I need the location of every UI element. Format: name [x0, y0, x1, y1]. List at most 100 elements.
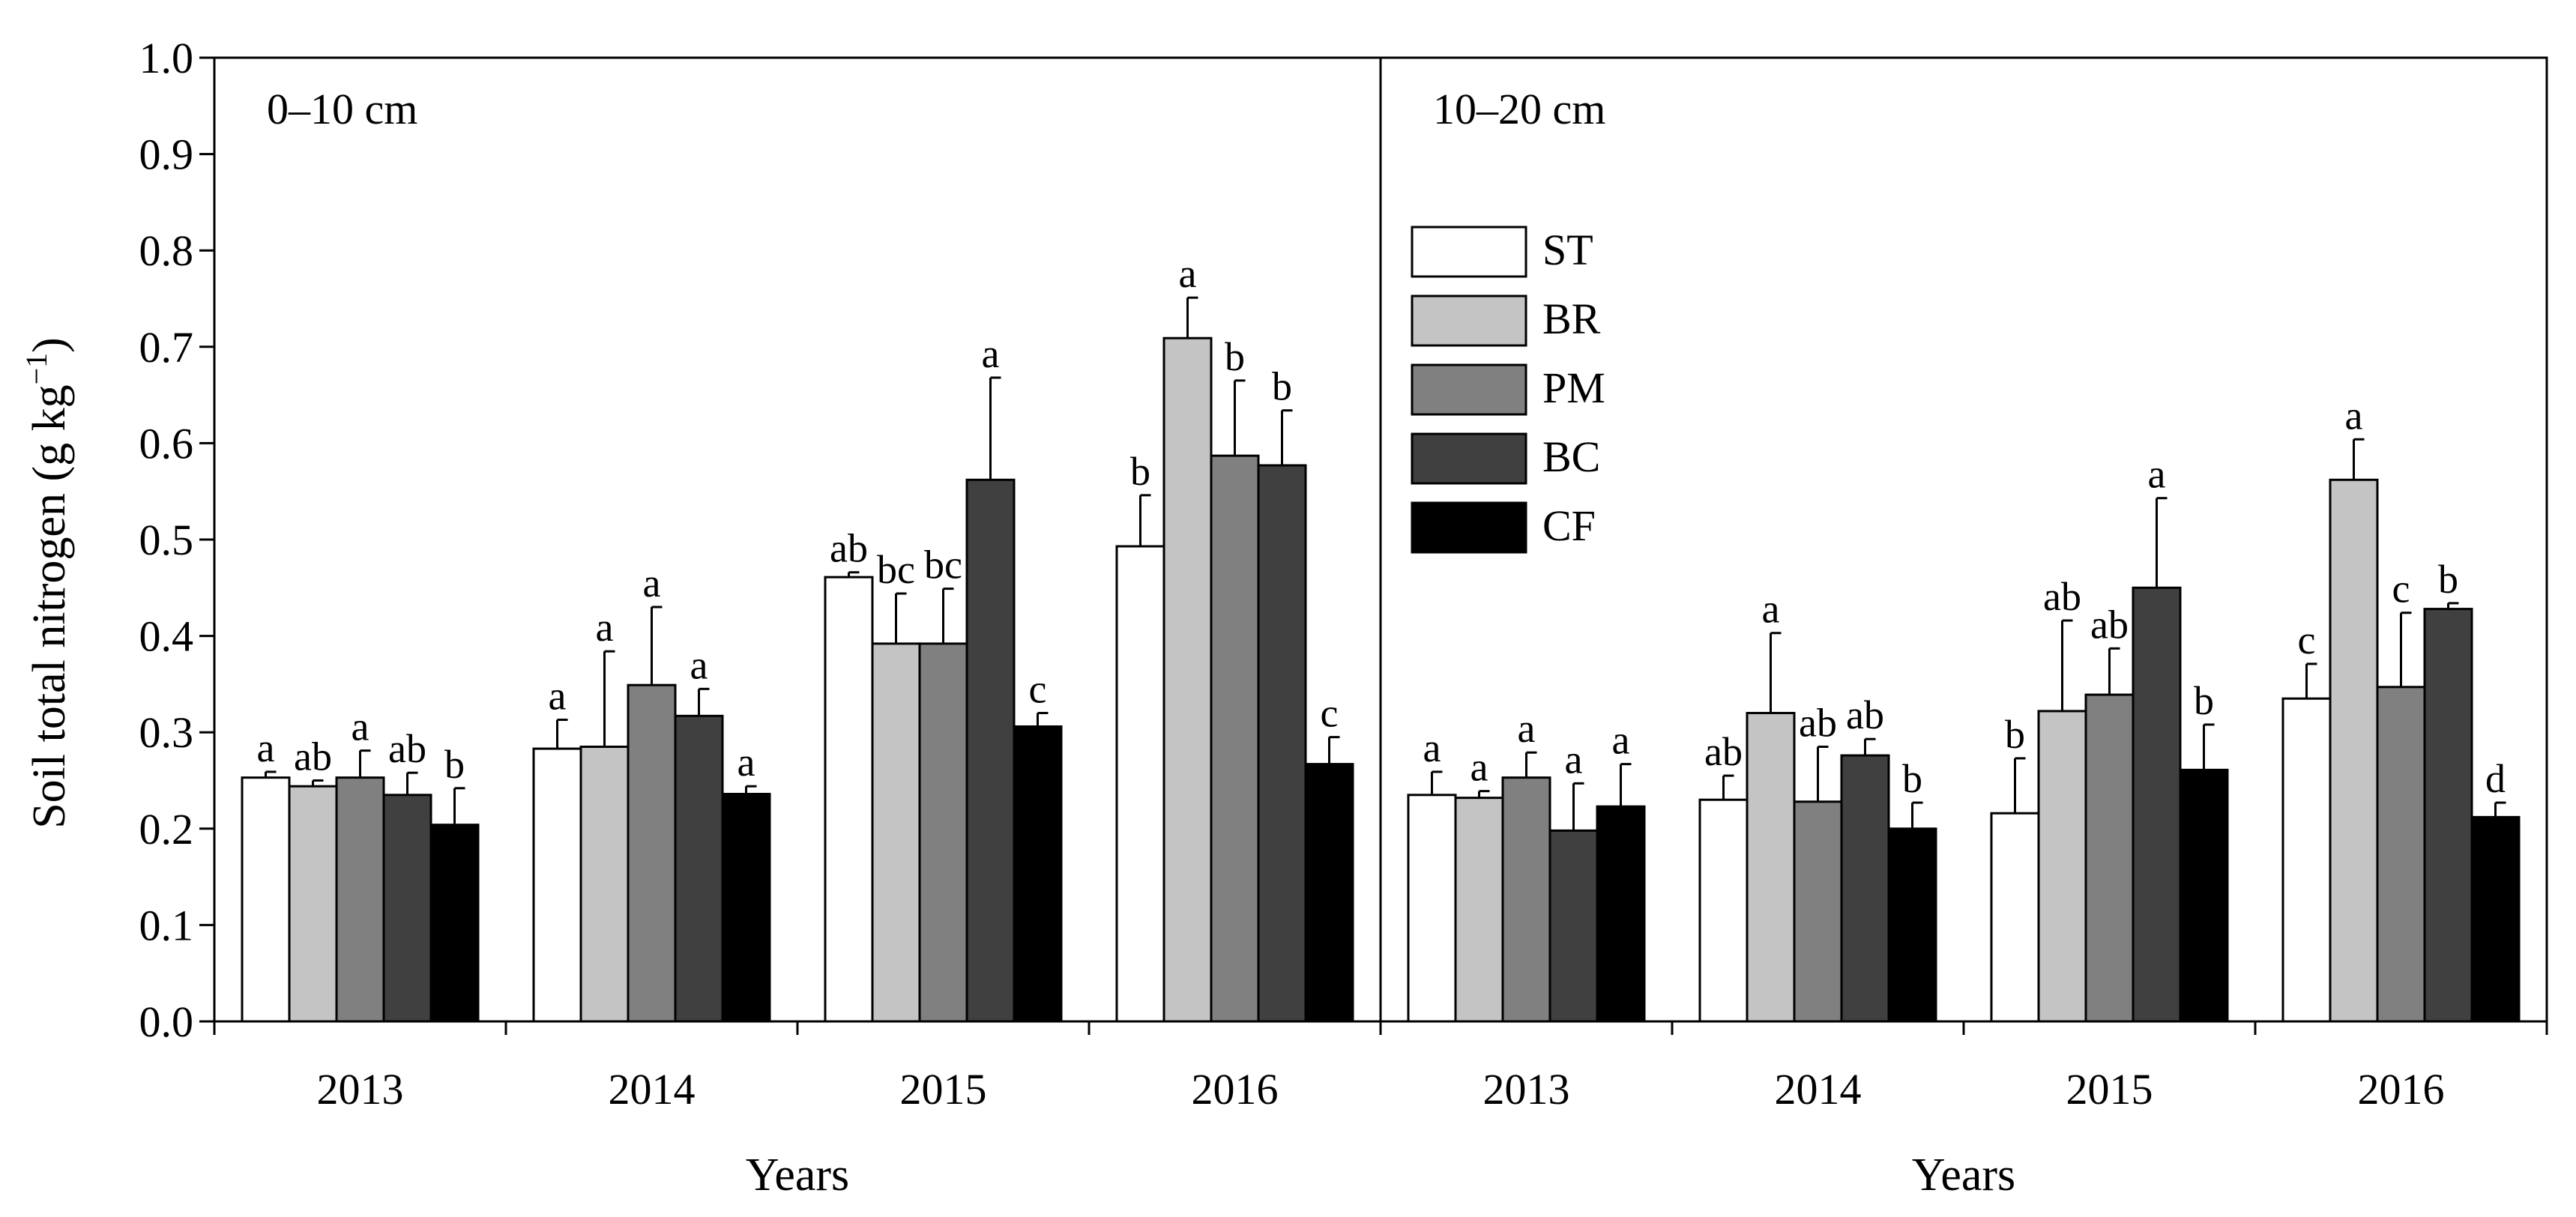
bar-st	[1407, 794, 1457, 1023]
significance-letter: a	[737, 740, 755, 785]
legend-label: CF	[1542, 501, 1596, 550]
legend-label: PM	[1542, 363, 1605, 412]
y-tick-label: 0.6	[139, 419, 194, 468]
y-tick-label: 0.1	[139, 901, 194, 949]
y-axis-title-main: Soil total nitrogen (g kg	[24, 384, 75, 828]
significance-letter: b	[2438, 557, 2458, 602]
bar-br	[1162, 336, 1213, 1023]
x-tick-label: 2013	[1483, 1065, 1570, 1114]
bar-cf	[1596, 805, 1646, 1023]
significance-letter: a	[1471, 745, 1488, 790]
significance-letter: bc	[924, 543, 962, 588]
significance-letter: c	[1321, 691, 1339, 736]
bar-br	[1746, 711, 1796, 1023]
legend-label: BC	[1542, 432, 1600, 481]
x-axis-title: Years	[746, 1150, 849, 1201]
bar-br	[288, 785, 338, 1023]
bar-br	[2329, 478, 2379, 1023]
x-tick-label: 2014	[609, 1065, 696, 1114]
significance-letter: ab	[1704, 729, 1743, 774]
legend-swatch-bc	[1411, 432, 1527, 485]
x-tick-label: 2013	[317, 1065, 404, 1114]
legend-label: BR	[1542, 295, 1601, 343]
bar-pm	[1210, 454, 1260, 1023]
bar-bc	[965, 478, 1016, 1023]
bar-bc	[1257, 464, 1307, 1023]
y-tick-label: 0.4	[139, 612, 194, 661]
y-tick-label: 0.9	[139, 130, 194, 179]
legend-swatch-cf	[1411, 501, 1527, 554]
y-tick-label: 1.0	[139, 34, 194, 82]
significance-letter: b	[1130, 449, 1150, 494]
significance-letter: a	[690, 642, 708, 687]
bar-pm	[1793, 800, 1843, 1023]
x-tick-label: 2016	[2358, 1065, 2445, 1114]
bar-cf	[721, 793, 771, 1023]
significance-letter: a	[1565, 737, 1583, 782]
bar-st	[1698, 798, 1749, 1023]
x-tick-label: 2015	[900, 1065, 987, 1114]
bar-bc	[1840, 754, 1890, 1023]
significance-letter: a	[352, 704, 369, 749]
significance-letter: a	[982, 331, 1000, 376]
y-tick-label: 0.2	[139, 805, 194, 854]
significance-letter: a	[1518, 706, 1536, 751]
x-axis-title: Years	[1912, 1150, 2015, 1201]
bar-bc	[1548, 829, 1599, 1023]
significance-letter: a	[1423, 725, 1441, 770]
significance-letter: a	[1762, 587, 1780, 632]
significance-letter: a	[1612, 718, 1630, 763]
panel-label: 0–10 cm	[267, 85, 417, 133]
legend-swatch-pm	[1411, 363, 1527, 416]
bar-st	[1115, 545, 1165, 1023]
bar-cf	[2179, 768, 2229, 1023]
significance-letter: ab	[2090, 602, 2129, 647]
y-tick-label: 0.8	[139, 226, 194, 275]
y-tick-label: 0.0	[139, 997, 194, 1046]
bar-bc	[674, 714, 724, 1023]
significance-letter: ab	[1846, 692, 1884, 737]
significance-letter: b	[2194, 678, 2214, 723]
significance-letter: a	[257, 725, 275, 770]
significance-letter: bc	[877, 547, 915, 592]
legend-swatch-br	[1411, 295, 1527, 347]
bar-bc	[2132, 586, 2182, 1023]
y-tick-label: 0.7	[139, 323, 194, 372]
bar-bc	[2423, 608, 2473, 1023]
bar-cf	[1013, 725, 1063, 1023]
bar-br	[2037, 710, 2087, 1023]
significance-letter: b	[444, 742, 465, 787]
bar-pm	[2084, 693, 2135, 1023]
significance-letter: c	[1029, 666, 1047, 711]
bar-st	[824, 576, 874, 1023]
x-tick-label: 2015	[2066, 1065, 2153, 1114]
legend-swatch-st	[1411, 226, 1527, 278]
significance-letter: c	[2298, 617, 2316, 662]
x-tick-label: 2014	[1775, 1065, 1862, 1114]
x-tick-label: 2016	[1192, 1065, 1279, 1114]
significance-letter: ab	[830, 526, 868, 571]
bar-br	[1454, 797, 1504, 1023]
significance-letter: b	[1272, 364, 1292, 409]
legend-label: ST	[1542, 226, 1593, 274]
significance-letter: b	[2005, 712, 2025, 757]
bar-pm	[1501, 776, 1551, 1023]
significance-letter: b	[1225, 334, 1245, 379]
significance-letter: ab	[1799, 700, 1837, 745]
bar-pm	[2376, 686, 2426, 1023]
significance-letter: d	[2485, 756, 2506, 801]
y-tick-label: 0.5	[139, 516, 194, 564]
y-axis-title: Soil total nitrogen (g kg−1)	[19, 337, 75, 829]
bar-cf	[2470, 815, 2521, 1023]
bar-pm	[627, 683, 677, 1023]
significance-letter: a	[1179, 251, 1197, 296]
bar-pm	[335, 776, 385, 1023]
significance-letter: a	[549, 673, 567, 718]
bar-cf	[1887, 827, 1937, 1023]
y-axis-title-superscript: −1	[19, 353, 53, 385]
significance-letter: a	[596, 605, 614, 650]
significance-letter: a	[2345, 393, 2363, 438]
